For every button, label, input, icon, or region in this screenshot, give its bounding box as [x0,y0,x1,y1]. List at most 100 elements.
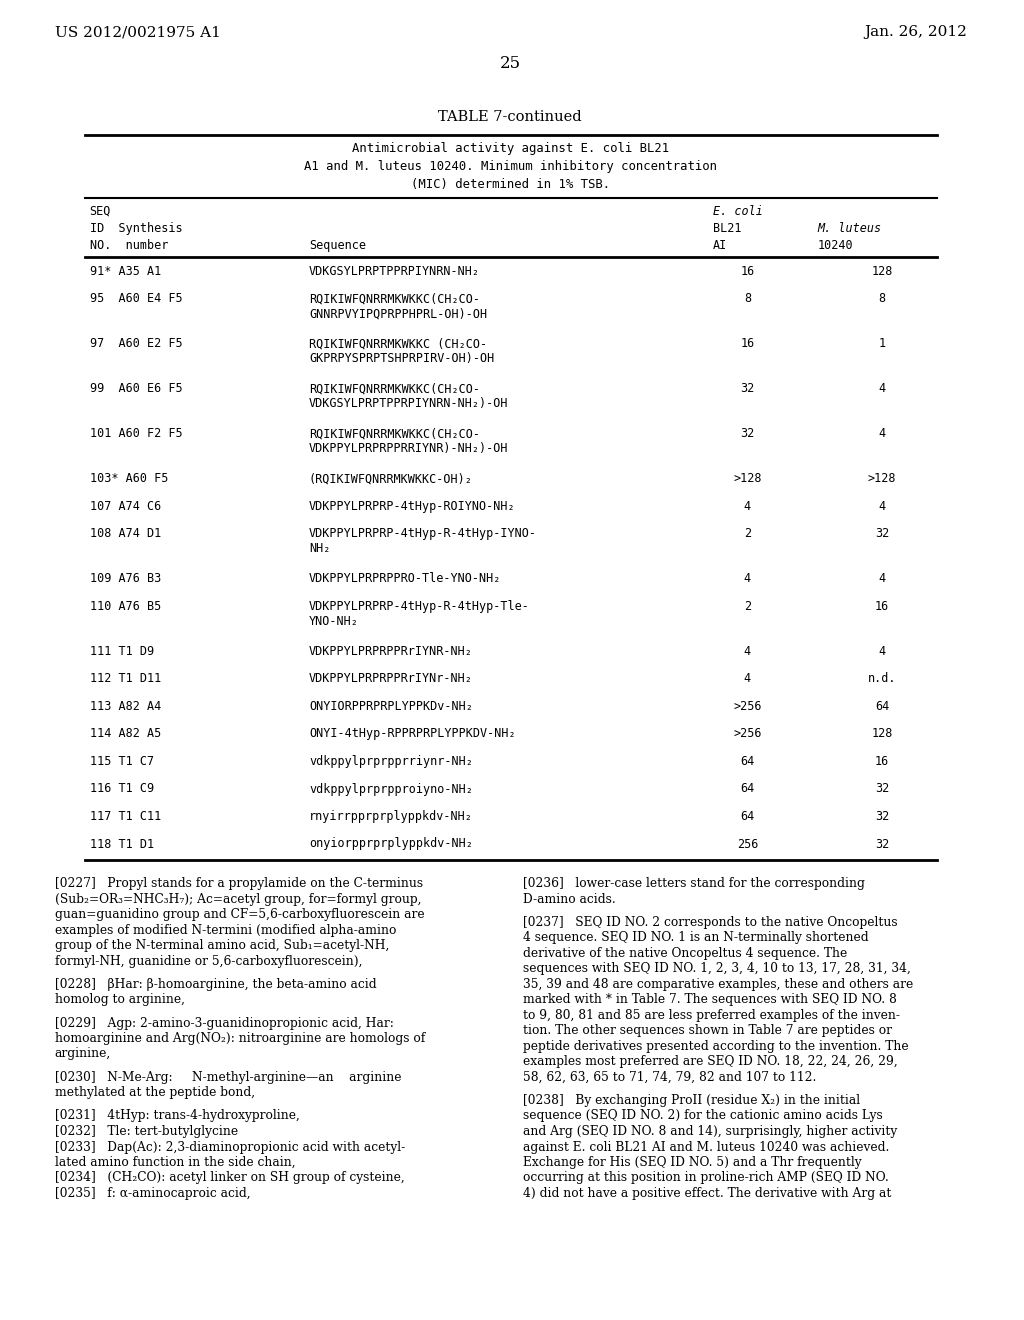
Text: TABLE 7-continued: TABLE 7-continued [438,110,582,124]
Text: 113 A82 A4: 113 A82 A4 [90,700,161,713]
Text: 2: 2 [743,528,751,540]
Text: >128: >128 [867,473,896,486]
Text: A1 and M. luteus 10240. Minimum inhibitory concentration: A1 and M. luteus 10240. Minimum inhibito… [304,160,717,173]
Text: 16: 16 [740,338,755,351]
Text: 4 sequence. SEQ ID NO. 1 is an N-terminally shortened: 4 sequence. SEQ ID NO. 1 is an N-termina… [523,931,868,944]
Text: 118 T1 D1: 118 T1 D1 [90,837,154,850]
Text: >256: >256 [733,727,762,741]
Text: sequences with SEQ ID NO. 1, 2, 3, 4, 10 to 13, 17, 28, 31, 34,: sequences with SEQ ID NO. 1, 2, 3, 4, 10… [523,962,911,975]
Text: ID  Synthesis: ID Synthesis [90,222,182,235]
Text: n.d.: n.d. [867,672,896,685]
Text: [0236]   lower-case letters stand for the corresponding: [0236] lower-case letters stand for the … [523,876,865,890]
Text: 4: 4 [879,383,886,396]
Text: (MIC) determined in 1% TSB.: (MIC) determined in 1% TSB. [411,178,610,191]
Text: 32: 32 [874,837,889,850]
Text: homolog to arginine,: homolog to arginine, [55,993,184,1006]
Text: 25: 25 [500,55,521,73]
Text: 256: 256 [736,837,758,850]
Text: 114 A82 A5: 114 A82 A5 [90,727,161,741]
Text: VDKPPYLPRPRP-4tHyp-R-4tHyp-IYNO-
NH₂: VDKPPYLPRPRP-4tHyp-R-4tHyp-IYNO- NH₂ [309,528,537,556]
Text: (RQIKIWFQNRRMKWKKC-OH)₂: (RQIKIWFQNRRMKWKKC-OH)₂ [309,473,473,486]
Text: peptide derivatives presented according to the invention. The: peptide derivatives presented according … [523,1040,909,1053]
Text: 116 T1 C9: 116 T1 C9 [90,783,154,796]
Text: 4: 4 [879,645,886,657]
Text: RQIKIWFQNRRMKWKKC(CH₂CO-
GNNRPVYIPQPRPPHPRL-OH)-OH: RQIKIWFQNRRMKWKKC(CH₂CO- GNNRPVYIPQPRPPH… [309,293,487,321]
Text: RQIKIWFQNRRMKWKKC (CH₂CO-
GKPRPYSPRPTSHPRPIRV-OH)-OH: RQIKIWFQNRRMKWKKC (CH₂CO- GKPRPYSPRPTSHP… [309,338,495,366]
Text: against E. coli BL21 AI and M. luteus 10240 was achieved.: against E. coli BL21 AI and M. luteus 10… [523,1140,890,1154]
Text: [0235]   f: α-aminocaproic acid,: [0235] f: α-aminocaproic acid, [55,1187,251,1200]
Text: guan=guanidino group and CF=5,6-carboxyfluorescein are: guan=guanidino group and CF=5,6-carboxyf… [55,908,424,921]
Text: Exchange for His (SEQ ID NO. 5) and a Thr frequently: Exchange for His (SEQ ID NO. 5) and a Th… [523,1156,862,1170]
Text: vdkppylprprpproiyno-NH₂: vdkppylprprpproiyno-NH₂ [309,783,473,796]
Text: [0233]   Dap(Ac): 2,3-diaminopropionic acid with acetyl-: [0233] Dap(Ac): 2,3-diaminopropionic aci… [55,1140,406,1154]
Text: AI: AI [713,239,727,252]
Text: [0231]   4tHyp: trans-4-hydroxyproline,: [0231] 4tHyp: trans-4-hydroxyproline, [55,1110,300,1122]
Text: vdkppylprprpprriynr-NH₂: vdkppylprprpprriynr-NH₂ [309,755,473,768]
Text: 117 T1 C11: 117 T1 C11 [90,810,161,822]
Text: 101 A60 F2 F5: 101 A60 F2 F5 [90,428,182,441]
Text: 115 T1 C7: 115 T1 C7 [90,755,154,768]
Text: 64: 64 [740,783,755,796]
Text: 16: 16 [740,265,755,279]
Text: [0237]   SEQ ID NO. 2 corresponds to the native Oncopeltus: [0237] SEQ ID NO. 2 corresponds to the n… [523,916,898,929]
Text: VDKPPYLPRPRPPRO-Tle-YNO-NH₂: VDKPPYLPRPRPPRO-Tle-YNO-NH₂ [309,573,502,586]
Text: 91* A35 A1: 91* A35 A1 [90,265,161,279]
Text: sequence (SEQ ID NO. 2) for the cationic amino acids Lys: sequence (SEQ ID NO. 2) for the cationic… [523,1110,883,1122]
Text: BL21: BL21 [713,222,741,235]
Text: 97  A60 E2 F5: 97 A60 E2 F5 [90,338,182,351]
Text: ONYI-4tHyp-RPPRPRPLYPPKDV-NH₂: ONYI-4tHyp-RPPRPRPLYPPKDV-NH₂ [309,727,515,741]
Text: VDKPPYLPRPRP-4tHyp-R-4tHyp-Tle-
YNO-NH₂: VDKPPYLPRPRP-4tHyp-R-4tHyp-Tle- YNO-NH₂ [309,601,529,628]
Text: arginine,: arginine, [55,1048,111,1060]
Text: [0229]   Agp: 2-amino-3-guanidinopropionic acid, Har:: [0229] Agp: 2-amino-3-guanidinopropionic… [55,1016,393,1030]
Text: 4: 4 [879,500,886,513]
Text: NO.  number: NO. number [90,239,168,252]
Text: group of the N-terminal amino acid, Sub₁=acetyl-NH,: group of the N-terminal amino acid, Sub₁… [55,939,389,952]
Text: tion. The other sequences shown in Table 7 are peptides or: tion. The other sequences shown in Table… [523,1024,892,1038]
Text: occurring at this position in proline-rich AMP (SEQ ID NO.: occurring at this position in proline-ri… [523,1172,889,1184]
Text: 99  A60 E6 F5: 99 A60 E6 F5 [90,383,182,396]
Text: 108 A74 D1: 108 A74 D1 [90,528,161,540]
Text: RQIKIWFQNRRMKWKKC(CH₂CO-
VDKGSYLPRPTPPRPIYNRN-NH₂)-OH: RQIKIWFQNRRMKWKKC(CH₂CO- VDKGSYLPRPTPPRP… [309,383,509,411]
Text: marked with * in Table 7. The sequences with SEQ ID NO. 8: marked with * in Table 7. The sequences … [523,993,897,1006]
Text: RQIKIWFQNRRMKWKKC(CH₂CO-
VDKPPYLPRPRPPRRIYNR)-NH₂)-OH: RQIKIWFQNRRMKWKKC(CH₂CO- VDKPPYLPRPRPPRR… [309,428,509,455]
Text: 128: 128 [871,727,893,741]
Text: Jan. 26, 2012: Jan. 26, 2012 [864,25,967,40]
Text: 32: 32 [874,783,889,796]
Text: 4: 4 [879,428,886,441]
Text: 109 A76 B3: 109 A76 B3 [90,573,161,586]
Text: 110 A76 B5: 110 A76 B5 [90,601,161,612]
Text: derivative of the native Oncopeltus 4 sequence. The: derivative of the native Oncopeltus 4 se… [523,946,848,960]
Text: 4: 4 [743,500,751,513]
Text: 4) did not have a positive effect. The derivative with Arg at: 4) did not have a positive effect. The d… [523,1187,892,1200]
Text: 103* A60 F5: 103* A60 F5 [90,473,168,486]
Text: 35, 39 and 48 are comparative examples, these and others are: 35, 39 and 48 are comparative examples, … [523,978,913,991]
Text: 32: 32 [874,810,889,822]
Text: 4: 4 [743,672,751,685]
Text: 16: 16 [874,755,889,768]
Text: (Sub₂=OR₃=NHC₃H₇); Ac=acetyl group, for=formyl group,: (Sub₂=OR₃=NHC₃H₇); Ac=acetyl group, for=… [55,892,421,906]
Text: 58, 62, 63, 65 to 71, 74, 79, 82 and 107 to 112.: 58, 62, 63, 65 to 71, 74, 79, 82 and 107… [523,1071,816,1084]
Text: >128: >128 [733,473,762,486]
Text: SEQ: SEQ [90,205,111,218]
Text: E. coli: E. coli [713,205,763,218]
Text: [0234]   (CH₂CO): acetyl linker on SH group of cysteine,: [0234] (CH₂CO): acetyl linker on SH grou… [55,1172,404,1184]
Text: onyiorpprprplyppkdv-NH₂: onyiorpprprplyppkdv-NH₂ [309,837,473,850]
Text: 95  A60 E4 F5: 95 A60 E4 F5 [90,293,182,305]
Text: VDKPPYLPRPRP-4tHyp-ROIYNO-NH₂: VDKPPYLPRPRP-4tHyp-ROIYNO-NH₂ [309,500,515,513]
Text: methylated at the peptide bond,: methylated at the peptide bond, [55,1086,255,1100]
Text: 1: 1 [879,338,886,351]
Text: [0230]   N-Me-Arg:     N-methyl-arginine—an    arginine: [0230] N-Me-Arg: N-methyl-arginine—an ar… [55,1071,401,1084]
Text: M. luteus: M. luteus [817,222,882,235]
Text: [0227]   Propyl stands for a propylamide on the C-terminus: [0227] Propyl stands for a propylamide o… [55,876,423,890]
Text: [0228]   βHar: β-homoarginine, the beta-amino acid: [0228] βHar: β-homoarginine, the beta-am… [55,978,377,991]
Text: D-amino acids.: D-amino acids. [523,892,616,906]
Text: 128: 128 [871,265,893,279]
Text: 8: 8 [743,293,751,305]
Text: homoarginine and Arg(NO₂): nitroarginine are homologs of: homoarginine and Arg(NO₂): nitroarginine… [55,1032,425,1045]
Text: and Arg (SEQ ID NO. 8 and 14), surprisingly, higher activity: and Arg (SEQ ID NO. 8 and 14), surprisin… [523,1125,897,1138]
Text: 32: 32 [874,528,889,540]
Text: 64: 64 [740,810,755,822]
Text: >256: >256 [733,700,762,713]
Text: examples most preferred are SEQ ID NO. 18, 22, 24, 26, 29,: examples most preferred are SEQ ID NO. 1… [523,1055,898,1068]
Text: 16: 16 [874,601,889,612]
